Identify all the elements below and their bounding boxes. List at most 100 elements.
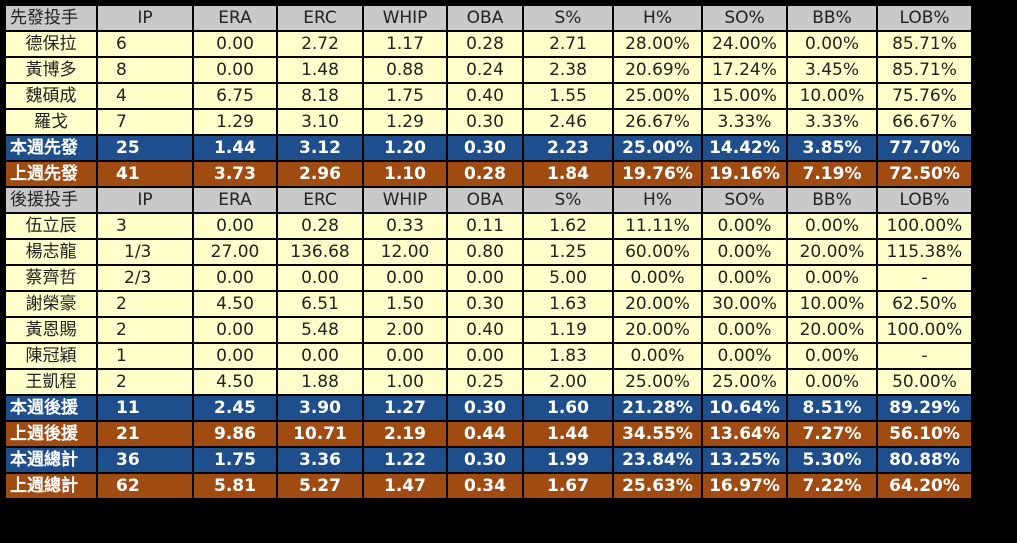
reliever-row: 陳冠穎 1 0.00 0.00 0.00 0.00 1.83 0.00% 0.00% 0.00% - (6, 344, 971, 368)
cell-ip: 8 (98, 58, 192, 82)
cell-era: ERA (194, 6, 276, 30)
cell-era: 6.75 (194, 84, 276, 108)
cell-lob-pct: 56.10% (878, 422, 971, 446)
cell-erc: 8.18 (278, 84, 362, 108)
cell-erc: ERC (278, 188, 362, 212)
cell-erc: 2.72 (278, 32, 362, 56)
cell-whip: 1.29 (364, 110, 446, 134)
cell-erc: 0.00 (278, 344, 362, 368)
cell-so-pct: 0.00% (703, 344, 786, 368)
cell-ip: 2 (98, 370, 192, 394)
cell-era: 0.00 (194, 266, 276, 290)
reliever-row: 黃恩賜 2 0.00 5.48 2.00 0.40 1.19 20.00% 0.00% 20.00… (6, 318, 971, 342)
cell-lob-pct: 85.71% (878, 58, 971, 82)
cell-name: 蔡齊哲 (6, 266, 96, 290)
cell-bb-pct: 7.27% (788, 422, 876, 446)
cell-lob-pct: 75.76% (878, 84, 971, 108)
cell-h-pct: 25.00% (614, 370, 701, 394)
cell-bb-pct: 0.00% (788, 214, 876, 238)
cell-whip: 0.00 (364, 344, 446, 368)
cell-ip: 6 (98, 32, 192, 56)
cell-whip: 0.33 (364, 214, 446, 238)
cell-bb-pct: BB% (788, 188, 876, 212)
cell-name: 德保拉 (6, 32, 96, 56)
cell-so-pct: 13.25% (703, 448, 786, 472)
cell-oba: 0.40 (448, 318, 522, 342)
cell-lob-pct: 66.67% (878, 110, 971, 134)
cell-whip: 0.00 (364, 266, 446, 290)
cell-h-pct: 25.63% (614, 474, 701, 498)
cell-era: 0.00 (194, 318, 276, 342)
cell-whip: 1.22 (364, 448, 446, 472)
cell-name: 陳冠穎 (6, 344, 96, 368)
cell-s-pct: S% (524, 6, 612, 30)
cell-so-pct: 16.97% (703, 474, 786, 498)
cell-whip: 2.00 (364, 318, 446, 342)
cell-h-pct: 11.11% (614, 214, 701, 238)
cell-so-pct: 0.00% (703, 214, 786, 238)
cell-name: 黃博多 (6, 58, 96, 82)
cell-oba: 0.25 (448, 370, 522, 394)
cell-bb-pct: 0.00% (788, 266, 876, 290)
cell-so-pct: 19.16% (703, 162, 786, 186)
cell-h-pct: 20.69% (614, 58, 701, 82)
cell-ip: 1/3 (98, 240, 192, 264)
pitching-stats-table: 先發投手 IP ERA ERC WHIP OBA S% H% SO% BB% LOB% 德保拉 6 0.0… (4, 4, 973, 500)
cell-whip: 12.00 (364, 240, 446, 264)
cell-bb-pct: 20.00% (788, 240, 876, 264)
header-row-relievers: 後援投手 IP ERA ERC WHIP OBA S% H% SO% BB% LOB% (6, 188, 971, 212)
cell-whip: 1.10 (364, 162, 446, 186)
cell-s-pct: 1.67 (524, 474, 612, 498)
cell-era: ERA (194, 188, 276, 212)
cell-oba: 0.00 (448, 344, 522, 368)
cell-erc: 1.88 (278, 370, 362, 394)
cell-oba: 0.44 (448, 422, 522, 446)
cell-ip: 7 (98, 110, 192, 134)
cell-s-pct: 1.25 (524, 240, 612, 264)
cell-s-pct: 2.00 (524, 370, 612, 394)
cell-oba: 0.30 (448, 110, 522, 134)
cell-s-pct: 2.46 (524, 110, 612, 134)
cell-s-pct: S% (524, 188, 612, 212)
cell-h-pct: 26.67% (614, 110, 701, 134)
cell-oba: 0.30 (448, 292, 522, 316)
cell-whip: 1.17 (364, 32, 446, 56)
cell-oba: 0.28 (448, 162, 522, 186)
cell-h-pct: 34.55% (614, 422, 701, 446)
cell-bb-pct: 10.00% (788, 292, 876, 316)
cell-whip: 1.50 (364, 292, 446, 316)
cell-lob-pct: 85.71% (878, 32, 971, 56)
cell-bb-pct: 0.00% (788, 32, 876, 56)
cell-ip: 1 (98, 344, 192, 368)
cell-oba: OBA (448, 6, 522, 30)
cell-oba: 0.40 (448, 84, 522, 108)
cell-oba: 0.80 (448, 240, 522, 264)
cell-ip: 62 (98, 474, 192, 498)
header-row-starters: 先發投手 IP ERA ERC WHIP OBA S% H% SO% BB% LOB% (6, 6, 971, 30)
cell-lob-pct: 72.50% (878, 162, 971, 186)
cell-ip: 21 (98, 422, 192, 446)
cell-s-pct: 1.44 (524, 422, 612, 446)
cell-bb-pct: 3.85% (788, 136, 876, 160)
cell-name: 上週後援 (6, 422, 96, 446)
cell-ip: 36 (98, 448, 192, 472)
cell-ip: 4 (98, 84, 192, 108)
cell-erc: 3.36 (278, 448, 362, 472)
cell-lob-pct: 50.00% (878, 370, 971, 394)
cell-h-pct: 28.00% (614, 32, 701, 56)
cell-era: 0.00 (194, 58, 276, 82)
total-last-week-row: 上週總計 62 5.81 5.27 1.47 0.34 1.67 25.63% 16.97% 7.… (6, 474, 971, 498)
starter-row: 黃博多 8 0.00 1.48 0.88 0.24 2.38 20.69% 17.24% 3.45… (6, 58, 971, 82)
cell-oba: 0.24 (448, 58, 522, 82)
cell-h-pct: H% (614, 6, 701, 30)
cell-oba: 0.00 (448, 266, 522, 290)
cell-era: 0.00 (194, 214, 276, 238)
cell-name: 伍立辰 (6, 214, 96, 238)
cell-h-pct: H% (614, 188, 701, 212)
cell-s-pct: 2.23 (524, 136, 612, 160)
cell-name: 楊志龍 (6, 240, 96, 264)
cell-s-pct: 1.99 (524, 448, 612, 472)
cell-s-pct: 2.71 (524, 32, 612, 56)
cell-h-pct: 0.00% (614, 266, 701, 290)
cell-so-pct: SO% (703, 188, 786, 212)
